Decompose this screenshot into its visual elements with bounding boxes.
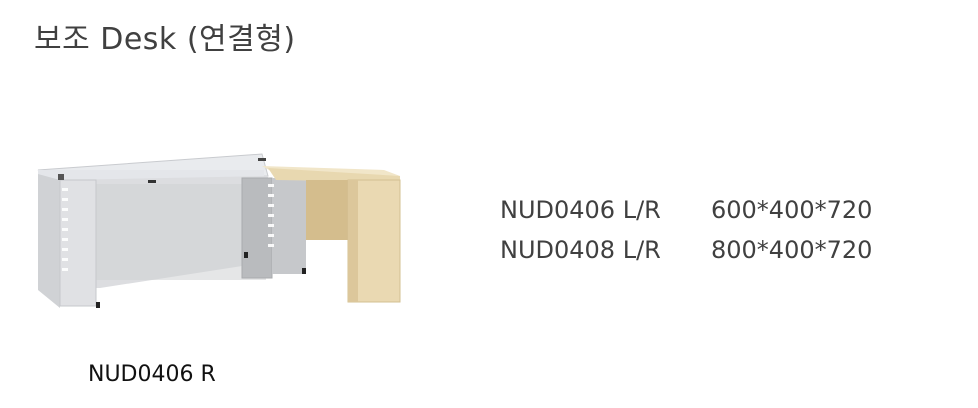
- model-dimensions: 600*400*720: [711, 196, 873, 224]
- desk-drawing: [37, 153, 401, 308]
- figure-caption: NUD0406 R: [88, 362, 216, 387]
- model-code: NUD0406 L/R: [500, 196, 661, 224]
- model-code: NUD0408 L/R: [500, 236, 661, 264]
- model-dimensions: 800*400*720: [711, 236, 873, 264]
- desk-illustration: [30, 150, 410, 310]
- page-title: 보조 Desk (연결형): [34, 22, 296, 57]
